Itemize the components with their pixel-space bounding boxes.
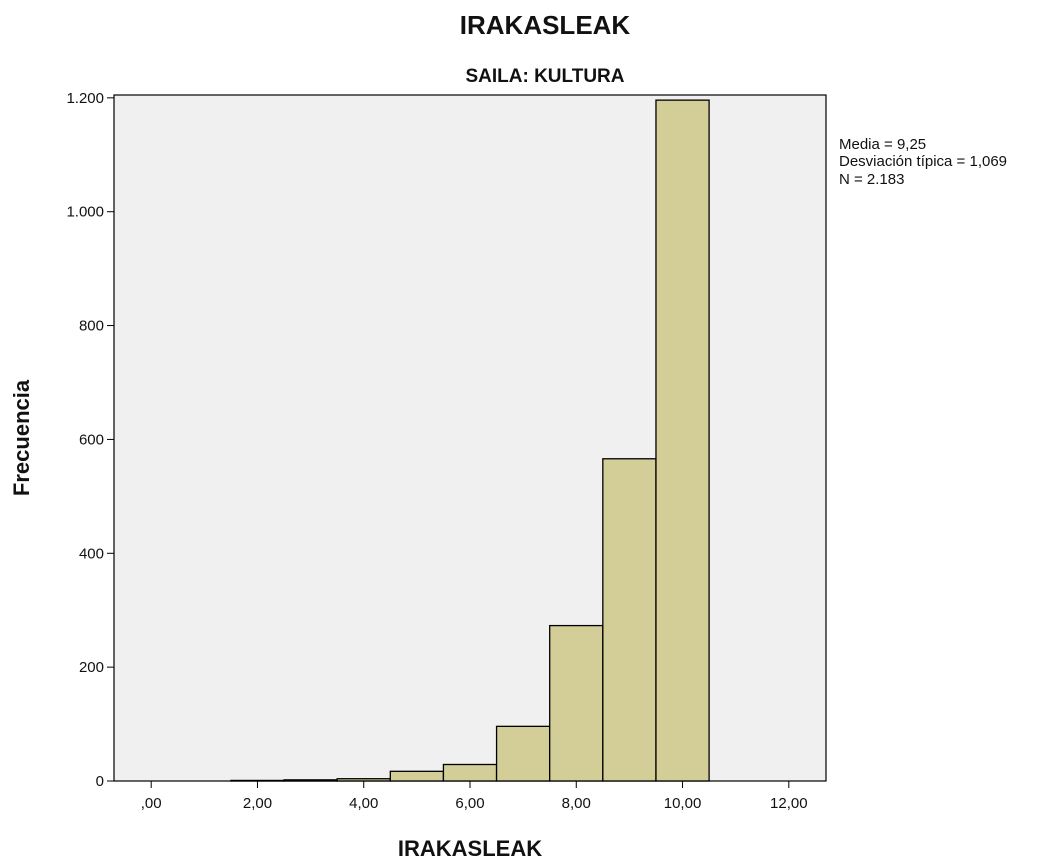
- stats-std-dev: Desviación típica = 1,069: [839, 153, 1007, 170]
- y-axis: 0 200 400 600 800 1.000 1.200: [66, 90, 114, 790]
- y-tick-label-2: 400: [79, 545, 104, 562]
- y-tick-label-0: 0: [96, 773, 104, 790]
- stats-mean: Media = 9,25: [839, 136, 926, 153]
- x-tick-label-4: 8,00: [562, 795, 591, 812]
- x-tick-label-0: ,00: [141, 795, 162, 812]
- plot-area: [113, 94, 827, 782]
- histogram-bar-4: [442, 763, 498, 782]
- y-tick-label-3: 600: [79, 431, 104, 448]
- histogram-bar-2: [336, 778, 391, 782]
- chart-subtitle: SAILA: KULTURA: [465, 66, 624, 87]
- histogram-bar-3: [389, 770, 445, 782]
- stats-n: N = 2.183: [839, 171, 904, 188]
- histogram-bar-8: [655, 99, 710, 782]
- histogram-bar-7: [602, 458, 657, 782]
- x-tick-label-3: 6,00: [455, 795, 484, 812]
- y-tick-label-1: 200: [79, 659, 104, 676]
- histogram-bar-0: [230, 779, 285, 782]
- chart-title: IRAKASLEAK: [460, 10, 631, 40]
- x-tick-label-6: 12,00: [770, 795, 808, 812]
- x-axis-title: IRAKASLEAK: [398, 836, 542, 861]
- histogram-bar-1: [283, 779, 338, 782]
- x-axis: ,00 2,00 4,00 6,00 8,00 10,00 12,00: [141, 781, 808, 812]
- histogram-bars: [230, 99, 710, 782]
- x-tick-label-1: 2,00: [243, 795, 272, 812]
- y-tick-label-6: 1.200: [66, 90, 104, 107]
- y-tick-label-5: 1.000: [66, 204, 104, 221]
- x-tick-label-2: 4,00: [349, 795, 378, 812]
- x-tick-label-5: 10,00: [664, 795, 702, 812]
- histogram-bar-6: [549, 624, 604, 782]
- y-tick-label-4: 800: [79, 318, 104, 335]
- histogram-bar-5: [495, 725, 551, 782]
- y-axis-title: Frecuencia: [9, 379, 34, 496]
- summary-statistics: Media = 9,25 Desviación típica = 1,069 N…: [839, 136, 1007, 188]
